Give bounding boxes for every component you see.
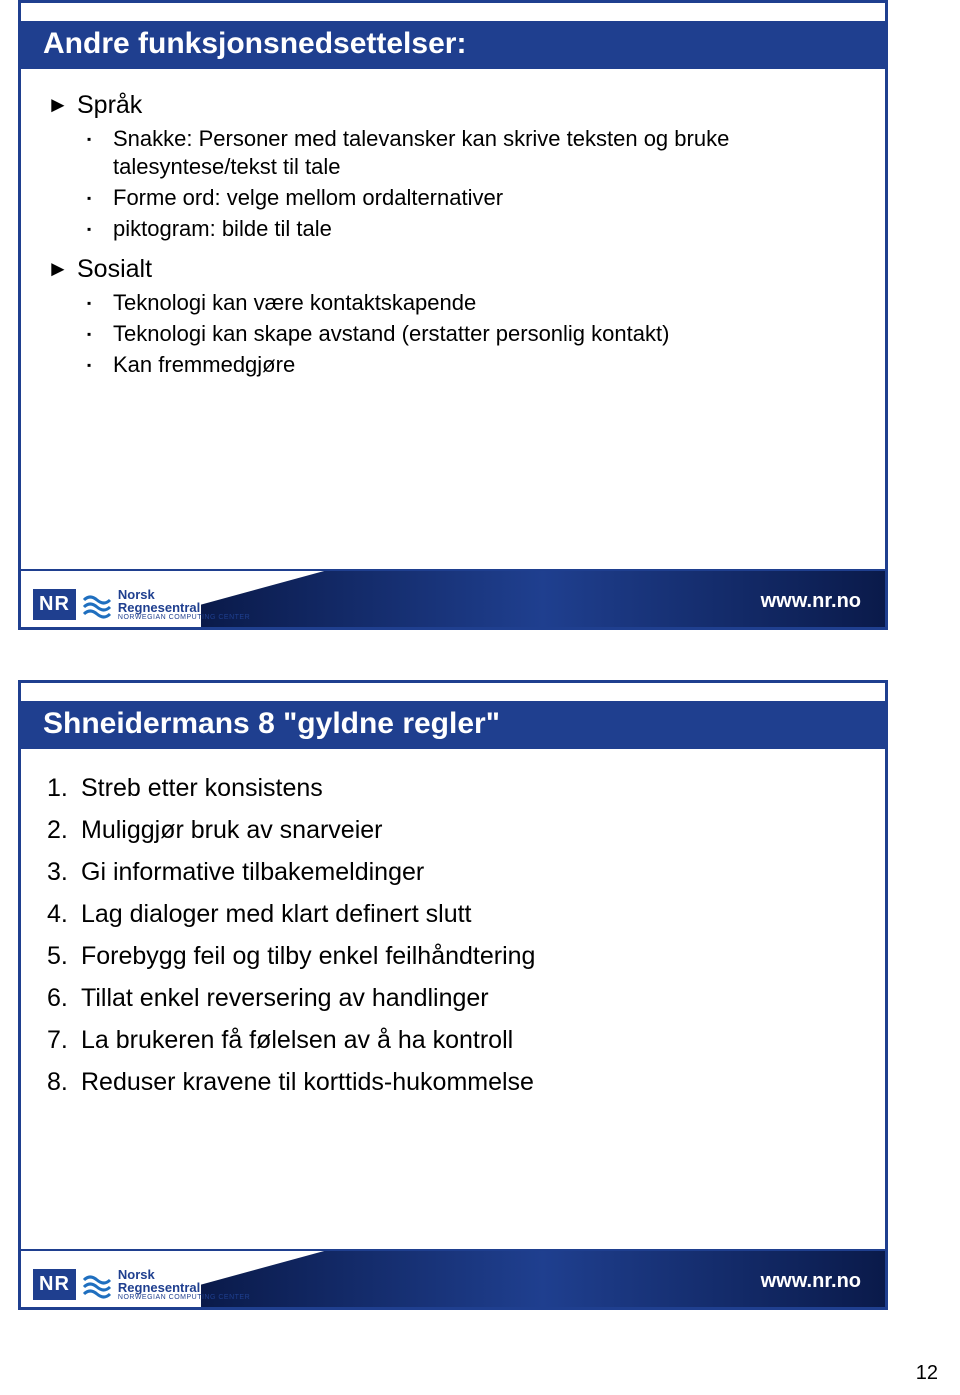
slide-title-bar: Shneidermans 8 "gyldne regler"	[21, 701, 885, 749]
slide-2: Shneidermans 8 "gyldne regler" 1.Streb e…	[18, 680, 888, 1310]
list-item: ▪ piktogram: bilde til tale	[87, 215, 859, 243]
rule-number: 2.	[47, 809, 81, 851]
logo-text: Norsk Regnesentral NORWEGIAN COMPUTING C…	[118, 588, 250, 621]
list-text: Forme ord: velge mellom ordalternativer	[113, 184, 503, 212]
slide-title-bar: Andre funksjonsnedsettelser:	[21, 21, 885, 69]
square-bullet-icon: ▪	[87, 125, 113, 153]
square-bullet-icon: ▪	[87, 184, 113, 212]
square-bullet-icon: ▪	[87, 215, 113, 243]
square-bullet-icon: ▪	[87, 351, 113, 379]
list-item: ▪ Snakke: Personer med talevansker kan s…	[87, 125, 859, 181]
slide-title: Shneidermans 8 "gyldne regler"	[43, 707, 500, 741]
footer-url: www.nr.no	[761, 590, 861, 613]
footer-url: www.nr.no	[761, 1270, 861, 1293]
rule-number: 4.	[47, 893, 81, 935]
list-text: Kan fremmedgjøre	[113, 351, 295, 379]
rule-item: 6.Tillat enkel reversering av handlinger	[47, 977, 859, 1019]
rule-number: 5.	[47, 935, 81, 977]
logo-abbrev: NR	[33, 589, 76, 620]
rule-text: Streb etter konsistens	[81, 767, 323, 809]
rule-item: 4.Lag dialoger med klart definert slutt	[47, 893, 859, 935]
logo-line3: NORWEGIAN COMPUTING CENTER	[118, 1294, 250, 1301]
triangle-bullet-icon: ►	[47, 253, 77, 285]
rule-text: Muliggjør bruk av snarveier	[81, 809, 383, 851]
rule-item: 2.Muliggjør bruk av snarveier	[47, 809, 859, 851]
slide-footer: NR Norsk Regnesentral NORWEGIAN COMPUTIN…	[21, 1235, 885, 1307]
rule-number: 1.	[47, 767, 81, 809]
list-item: ▪ Teknologi kan være kontaktskapende	[87, 289, 859, 317]
rule-number: 3.	[47, 851, 81, 893]
triangle-bullet-icon: ►	[47, 89, 77, 121]
rule-item: 7.La brukeren få følelsen av å ha kontro…	[47, 1019, 859, 1061]
rule-text: Tillat enkel reversering av handlinger	[81, 977, 489, 1019]
section-heading: ► Sosialt	[47, 253, 859, 285]
slide-1: Andre funksjonsnedsettelser: ► Språk ▪ S…	[18, 0, 888, 630]
rule-text: Reduser kravene til korttids-hukommelse	[81, 1061, 534, 1103]
logo-line2: Regnesentral	[118, 601, 250, 614]
slide-body: ► Språk ▪ Snakke: Personer med talevansk…	[21, 69, 885, 379]
list-text: Teknologi kan være kontaktskapende	[113, 289, 476, 317]
rule-text: Gi informative tilbakemeldinger	[81, 851, 424, 893]
footer-divider	[21, 1249, 885, 1251]
footer-logo: NR Norsk Regnesentral NORWEGIAN COMPUTIN…	[33, 1268, 250, 1301]
rule-item: 5.Forebygg feil og tilby enkel feilhåndt…	[47, 935, 859, 977]
rule-number: 7.	[47, 1019, 81, 1061]
logo-abbrev: NR	[33, 1269, 76, 1300]
waves-icon	[82, 590, 112, 620]
rule-item: 3.Gi informative tilbakemeldinger	[47, 851, 859, 893]
section-heading: ► Språk	[47, 89, 859, 121]
logo-text: Norsk Regnesentral NORWEGIAN COMPUTING C…	[118, 1268, 250, 1301]
logo-line2: Regnesentral	[118, 1281, 250, 1294]
list-text: piktogram: bilde til tale	[113, 215, 332, 243]
rule-text: Lag dialoger med klart definert slutt	[81, 893, 472, 935]
slide-title: Andre funksjonsnedsettelser:	[43, 27, 466, 61]
rule-number: 6.	[47, 977, 81, 1019]
page-number: 12	[916, 1362, 938, 1385]
list-item: ▪ Teknologi kan skape avstand (erstatter…	[87, 320, 859, 348]
square-bullet-icon: ▪	[87, 320, 113, 348]
footer-divider	[21, 569, 885, 571]
footer-logo: NR Norsk Regnesentral NORWEGIAN COMPUTIN…	[33, 588, 250, 621]
rule-item: 1.Streb etter konsistens	[47, 767, 859, 809]
rule-text: La brukeren få følelsen av å ha kontroll	[81, 1019, 513, 1061]
rule-number: 8.	[47, 1061, 81, 1103]
list-text: Snakke: Personer med talevansker kan skr…	[113, 125, 859, 181]
list-item: ▪ Forme ord: velge mellom ordalternative…	[87, 184, 859, 212]
slide-footer: NR Norsk Regnesentral NORWEGIAN COMPUTIN…	[21, 555, 885, 627]
section-label: Sosialt	[77, 253, 152, 285]
list-text: Teknologi kan skape avstand (erstatter p…	[113, 320, 669, 348]
waves-icon	[82, 1270, 112, 1300]
rule-item: 8.Reduser kravene til korttids-hukommels…	[47, 1061, 859, 1103]
logo-line3: NORWEGIAN COMPUTING CENTER	[118, 614, 250, 621]
ordered-list: 1.Streb etter konsistens 2.Muliggjør bru…	[21, 749, 885, 1103]
square-bullet-icon: ▪	[87, 289, 113, 317]
list-item: ▪ Kan fremmedgjøre	[87, 351, 859, 379]
rule-text: Forebygg feil og tilby enkel feilhåndter…	[81, 935, 535, 977]
section-label: Språk	[77, 89, 142, 121]
